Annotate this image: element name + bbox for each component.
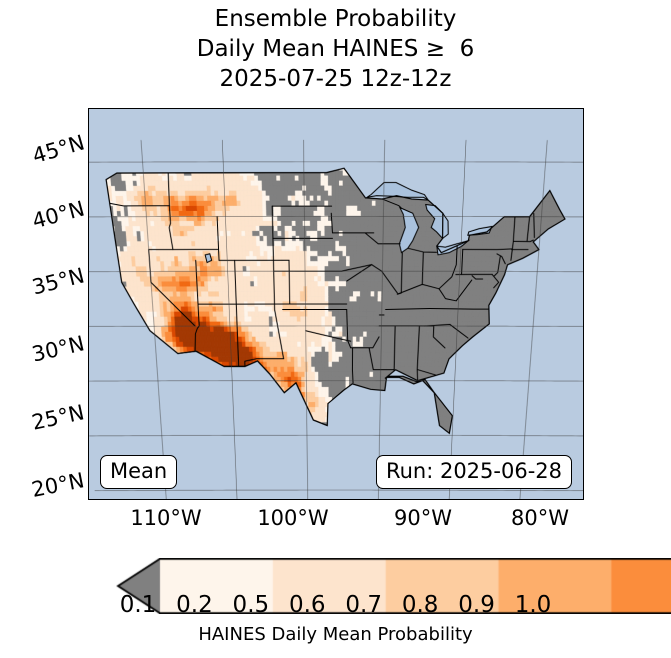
colorbar-caption: HAINES Daily Mean Probability <box>198 624 473 645</box>
lat-tick-label-25: 25°N <box>29 400 87 435</box>
map-label-mean: Mean <box>100 455 178 489</box>
lon-tick-label-90: 90°W <box>394 506 452 530</box>
colorbar-tick-labels: 0.1 0.2 0.5 0.6 0.7 0.8 0.9 1.0 <box>0 592 671 620</box>
lon-tick-label-110: 110°W <box>130 506 202 530</box>
colorbar: 0.1 0.2 0.5 0.6 0.7 0.8 0.9 1.0 HAINES Daily Me… <box>0 552 671 658</box>
map-label-mean-text: Mean <box>110 459 168 483</box>
colorbar-tick-5: 0.8 <box>401 592 439 618</box>
colorbar-gradient <box>116 558 671 614</box>
colorbar-tick-1: 0.2 <box>176 592 213 618</box>
map-label-run-text: Run: 2025-06-28 <box>385 459 562 483</box>
colorbar-tick-7: 1.0 <box>514 592 552 618</box>
map-label-run: Run: 2025-06-28 <box>375 455 572 489</box>
title-line-3: 2025-07-25 12z-12z <box>219 66 452 92</box>
lat-tick-label-45: 45°N <box>29 130 88 169</box>
map-plot-area: Mean Run: 2025-06-28 <box>88 108 584 500</box>
lat-tick-label-35: 35°N <box>29 263 87 300</box>
probability-heatmap <box>89 109 583 499</box>
lat-tick-label-40: 40°N <box>29 196 88 234</box>
lat-tick-label-20: 20°N <box>29 468 87 502</box>
colorbar-tick-6: 0.9 <box>458 592 495 618</box>
lon-tick-label-80: 80°W <box>511 506 569 530</box>
title-line-1: Ensemble Probability <box>214 6 457 32</box>
colorbar-tick-4: 0.7 <box>345 592 382 618</box>
title-line-2: Daily Mean HAINES ≥ 6 <box>196 36 475 62</box>
colorbar-tick-0: 0.1 <box>119 592 157 618</box>
lat-tick-label-30: 30°N <box>29 331 87 367</box>
colorbar-tick-2: 0.5 <box>232 592 270 618</box>
lon-tick-label-100: 100°W <box>257 506 329 530</box>
figure-title: Ensemble Probability Daily Mean HAINES ≥… <box>0 4 671 94</box>
colorbar-tick-3: 0.6 <box>288 592 326 618</box>
